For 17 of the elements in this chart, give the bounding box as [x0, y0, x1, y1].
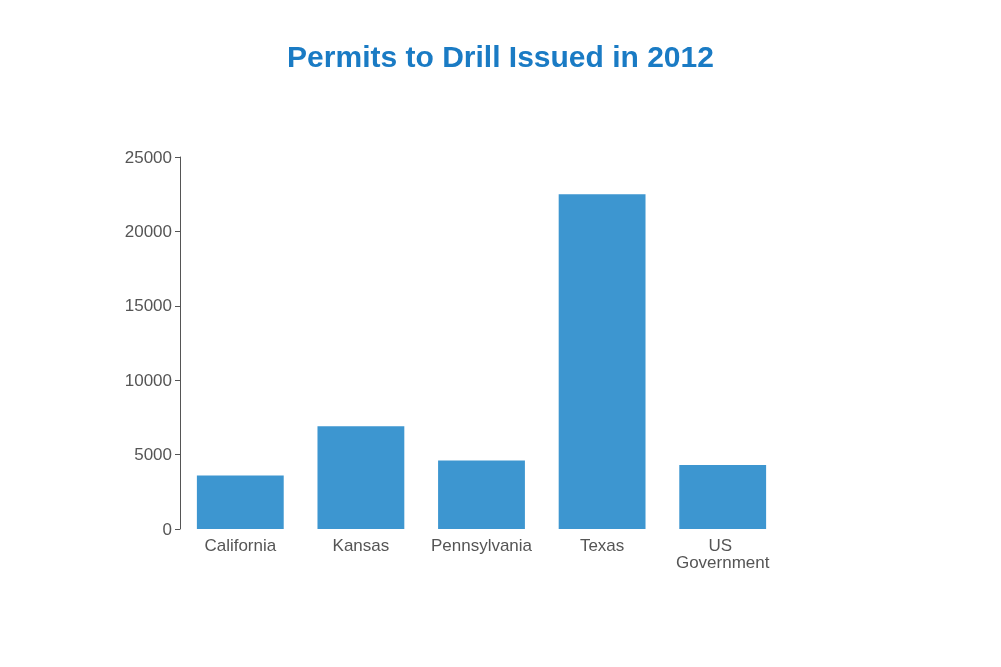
- x-tick-label: Kansas: [332, 536, 390, 555]
- x-tick-label: Texas: [579, 536, 625, 555]
- y-tick-label: 15000: [124, 296, 172, 316]
- bar: [438, 460, 525, 529]
- y-tick-label: 20000: [124, 221, 172, 241]
- chart-title: Permits to Drill Issued in 2012: [287, 39, 714, 73]
- x-tick-label: California: [204, 536, 277, 555]
- y-tick-label: 5000: [134, 445, 172, 465]
- bar: [679, 465, 767, 529]
- bar: [196, 475, 284, 529]
- bar: [558, 194, 646, 529]
- y-tick-label: 0: [162, 519, 172, 539]
- bar: [317, 426, 405, 529]
- y-tick-label: 25000: [124, 147, 172, 167]
- x-tick-label: Pennsylvania: [430, 536, 533, 555]
- x-tick-label: US Government: [675, 536, 770, 572]
- y-tick-label: 10000: [124, 370, 172, 390]
